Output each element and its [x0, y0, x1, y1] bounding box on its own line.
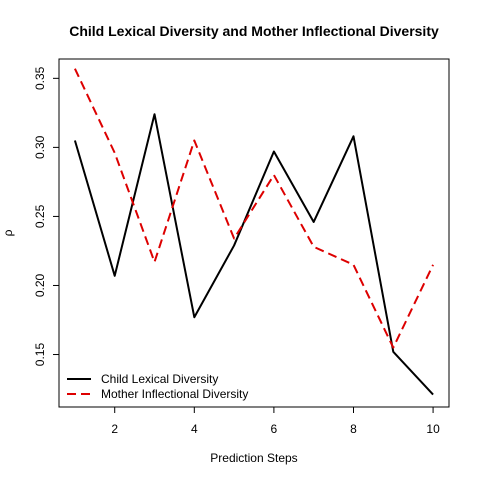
y-axis-label: ρ	[1, 229, 15, 236]
plot-frame	[58, 58, 450, 408]
x-axis-label: Prediction Steps	[210, 451, 297, 465]
series-layer	[73, 68, 434, 396]
legend-label: Mother Inflectional Diversity	[101, 387, 248, 401]
y-tick-label: 0.35	[33, 66, 47, 90]
x-tick-label: 10	[426, 422, 440, 436]
x-tick-label: 4	[191, 422, 198, 436]
y-tick-label: 0.20	[33, 273, 47, 297]
y-axis: 0.15 0.20 0.25 0.30 0.35	[33, 66, 59, 366]
series-line-child-lexical-diversity	[73, 113, 434, 396]
x-tick-label: 2	[111, 422, 118, 436]
y-tick-label: 0.25	[33, 204, 47, 228]
x-axis: 2 4 6 8 10	[111, 407, 440, 436]
y-tick-label: 0.15	[33, 343, 47, 367]
x-tick-label: 6	[271, 422, 278, 436]
legend-label: Child Lexical Diversity	[101, 372, 218, 386]
y-tick-label: 0.30	[33, 135, 47, 159]
x-tick-label: 8	[350, 422, 357, 436]
series-line-mother-inflectional-diversity	[74, 68, 434, 349]
chart-title: Child Lexical Diversity and Mother Infle…	[69, 23, 439, 39]
